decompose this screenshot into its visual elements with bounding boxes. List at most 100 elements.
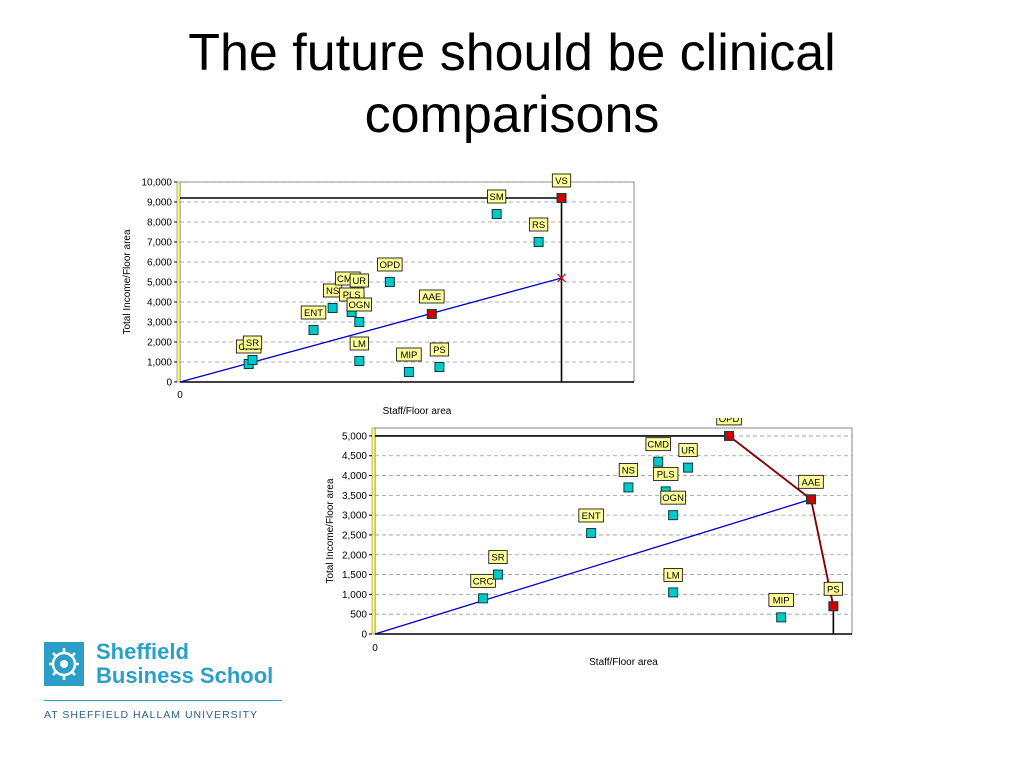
slide-title: The future should be clinical comparison…	[0, 22, 1024, 146]
logo-divider	[44, 700, 282, 701]
data-point-mip	[403, 367, 414, 377]
chart-bottom-svg: 0 500 1,000 1,500 2,000 2,500 3,000 3,500 4,000 4…	[325, 418, 853, 668]
data-label-ur: UR	[681, 446, 695, 457]
data-label-mip: MIP	[773, 595, 790, 606]
data-label-ur: UR	[352, 276, 366, 287]
chart-top-all-specialties: 0 1,000 2,000 3,000 4,000 5,000 6,000 7,000 8,00…	[104, 168, 652, 428]
data-label-box-opd	[377, 257, 403, 272]
y-tick-label: 5,000	[342, 431, 367, 442]
data-label-box-rs	[529, 217, 549, 232]
reference-line	[179, 277, 562, 383]
data-label-box-ogn	[346, 297, 373, 312]
data-label-mip: MIP	[400, 350, 417, 361]
x-axis-title: Staff/Floor area	[383, 406, 452, 417]
data-label-ps: PS	[433, 345, 446, 356]
data-label-ns: NS	[622, 465, 635, 476]
data-label-lm: LM	[667, 570, 680, 581]
data-label-box-ps	[429, 342, 450, 357]
data-label-box-aae	[419, 289, 445, 304]
y-tick-label: 2,500	[342, 530, 367, 541]
data-point-ent	[586, 527, 597, 538]
logo-emblem-icon	[44, 642, 84, 686]
data-label-cmd: CMD	[337, 274, 359, 285]
x-tick-label: 0	[177, 390, 183, 401]
x-tick-label: 0	[372, 643, 378, 654]
data-label-box-sr	[242, 335, 263, 350]
data-label-aae: AAE	[422, 292, 441, 303]
data-label-box-sm	[487, 189, 507, 204]
data-label-box-opd	[716, 418, 742, 426]
y-tick-label: 8,000	[147, 218, 172, 229]
y-tick-label: 4,000	[147, 298, 172, 309]
data-label-opd: OPD	[719, 418, 740, 425]
axis-strip	[176, 181, 181, 383]
y-tick-label: 1,000	[342, 590, 367, 601]
y-tick-label: 500	[350, 610, 367, 621]
logo-line1: Sheffield	[96, 639, 189, 664]
data-point-sr	[492, 569, 503, 580]
data-label-box-ns	[618, 463, 639, 477]
y-tick-label: 4,000	[342, 471, 367, 482]
data-point-aae	[806, 494, 817, 505]
data-label-box-ogn	[660, 490, 686, 505]
data-point-ent	[308, 325, 319, 335]
data-point-ps	[434, 362, 445, 372]
data-label-lm: LM	[353, 339, 366, 350]
data-label-box-sr	[488, 550, 508, 564]
chart-top-svg: 0 1,000 2,000 3,000 4,000 5,000 6,000 7,000 8,00…	[122, 173, 635, 417]
data-label-box-crc	[470, 573, 496, 588]
data-label-box-lm	[349, 336, 369, 351]
data-label-sm: SM	[490, 192, 504, 203]
data-point-sr	[247, 355, 258, 365]
y-tick-label: 1,500	[342, 570, 367, 581]
data-label-opd: OPD	[380, 260, 401, 271]
y-tick-label: 2,000	[147, 338, 172, 349]
slide-title-line1: The future should be clinical	[188, 24, 836, 82]
data-point-lm	[668, 587, 679, 598]
data-label-sr: SR	[491, 553, 504, 564]
y-tick-label: 3,000	[147, 318, 172, 329]
data-label-ent: ENT	[304, 308, 323, 319]
y-tick-label: 5,000	[147, 278, 172, 289]
data-point-ns	[623, 482, 634, 493]
y-tick-label: 1,000	[147, 358, 172, 369]
y-tick-label: 6,000	[147, 258, 172, 269]
data-label-ps: PS	[827, 584, 840, 595]
data-label-box-mip	[768, 592, 794, 607]
data-label-cmd: CMD	[647, 440, 669, 451]
y-tick-label: 3,500	[342, 491, 367, 502]
data-label-crc: CRC	[473, 576, 494, 587]
data-point-crc	[478, 593, 489, 604]
y-tick-label: 7,000	[147, 238, 172, 249]
data-label-box-ur	[349, 273, 369, 288]
data-point-opd	[384, 277, 395, 287]
reference-line-end-marker	[557, 273, 566, 283]
y-tick-label: 2,000	[342, 550, 367, 561]
data-label-box-ent	[300, 305, 327, 320]
data-label-ogn: OGN	[348, 300, 370, 311]
data-label-box-ent	[578, 508, 604, 523]
axis-strip	[371, 427, 376, 635]
data-label-ogn: OGN	[662, 493, 684, 504]
data-label-box-ps	[823, 581, 843, 596]
data-point-vs	[556, 193, 567, 203]
data-point-aae	[426, 309, 437, 319]
data-point-mip	[776, 612, 787, 623]
data-point-ogn	[354, 317, 365, 327]
data-point-sm	[491, 209, 502, 219]
data-label-ent: ENT	[582, 511, 601, 522]
data-point-rs	[533, 237, 544, 247]
slide-title-line2: comparisons	[364, 86, 660, 144]
data-label-aae: AAE	[802, 477, 821, 488]
data-label-sr: SR	[246, 338, 259, 349]
data-point-cmd	[653, 456, 664, 467]
data-point-ogn	[668, 510, 679, 521]
data-label-box-vs	[551, 173, 572, 188]
data-point-ur	[683, 462, 694, 473]
x-axis-title: Staff/Floor area	[589, 657, 658, 668]
logo-line2: Business School	[96, 663, 274, 688]
y-tick-label: 0	[166, 378, 172, 389]
chart-bottom-zoomed: 0 500 1,000 1,500 2,000 2,500 3,000 3,500 4,000 4…	[305, 418, 858, 680]
data-label-box-lm	[663, 568, 683, 582]
y-tick-label: 3,000	[342, 511, 367, 522]
